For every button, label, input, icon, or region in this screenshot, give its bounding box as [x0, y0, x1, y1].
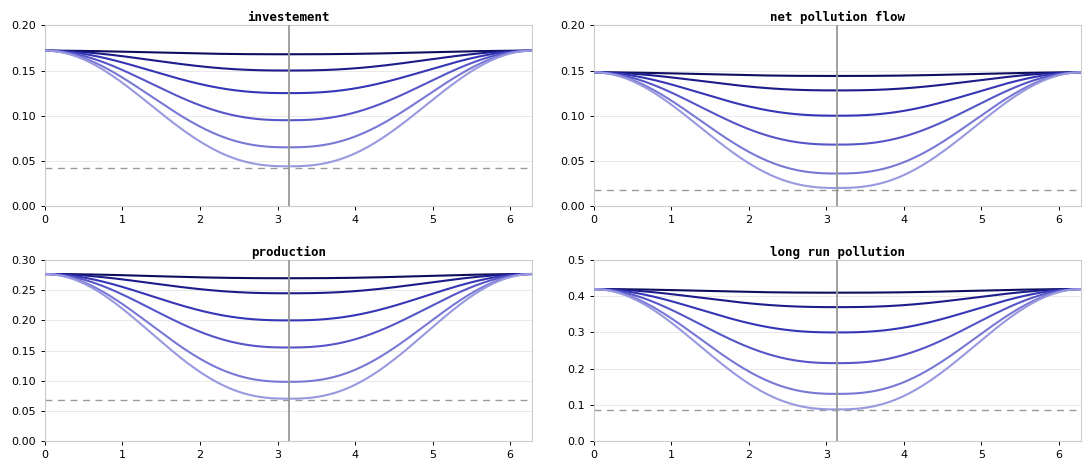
Title: net pollution flow: net pollution flow	[770, 11, 905, 24]
Title: investement: investement	[247, 11, 330, 24]
Title: production: production	[251, 246, 327, 259]
Title: long run pollution: long run pollution	[770, 246, 905, 259]
